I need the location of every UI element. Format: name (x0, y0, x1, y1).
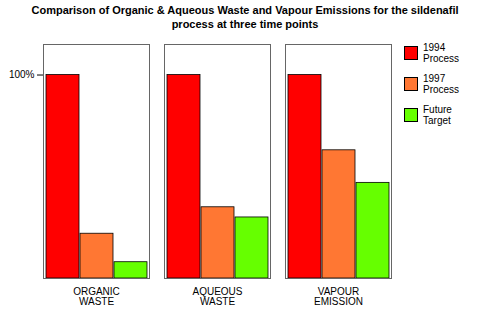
html-text:Comparison of Organic & Aqueou: Comparison of Organic & Aqueous Waste an… (31, 4, 459, 30)
svg-text:100%: 100% (9, 69, 35, 80)
html-text:1994 Process: 1994 Process (423, 41, 460, 64)
svg-text:ORGANICWASTE: ORGANICWASTE (73, 285, 120, 306)
html-text:Future Target: Future Target (423, 103, 452, 126)
svg-text:AQUEOUSWASTE: AQUEOUSWASTE (192, 285, 242, 306)
svg-text:VAPOUREMISSION: VAPOUREMISSION (314, 285, 363, 306)
html-text:1997 Process: 1997 Process (423, 72, 460, 95)
